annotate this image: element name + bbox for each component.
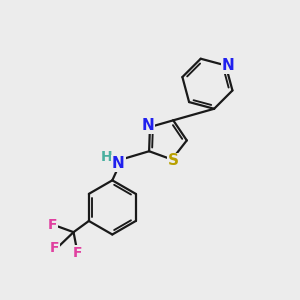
- Text: F: F: [48, 218, 58, 233]
- Text: F: F: [72, 246, 82, 260]
- Text: F: F: [50, 241, 59, 255]
- Text: S: S: [168, 154, 179, 169]
- Text: N: N: [221, 58, 234, 73]
- Text: H: H: [101, 150, 112, 164]
- Text: N: N: [141, 118, 154, 133]
- Text: N: N: [112, 156, 125, 171]
